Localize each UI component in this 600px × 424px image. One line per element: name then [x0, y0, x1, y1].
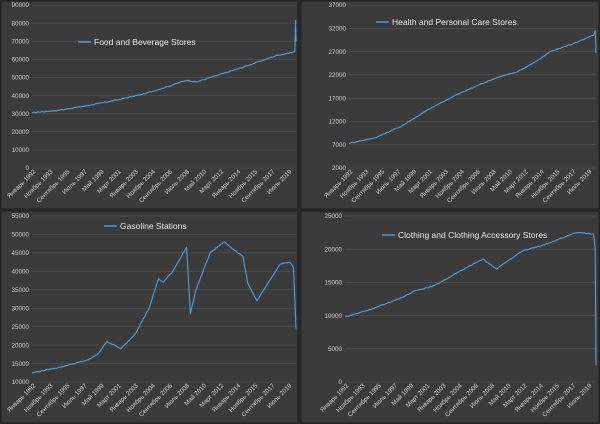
legend-label: Clothing and Clothing Accessory Stores	[398, 230, 547, 240]
y-tick-label: 40000	[11, 93, 29, 100]
y-tick-label: 10000	[11, 147, 29, 154]
y-tick-label: 90000	[11, 2, 29, 9]
y-tick-label: 20000	[11, 129, 29, 136]
legend: Food and Beverage Stores	[78, 37, 196, 47]
legend-label: Gasoline Stations	[120, 221, 187, 231]
chart-panel-3: 10000 15000 20000 25000 30000 35000 40000 45000…	[0, 210, 299, 424]
chart-area-background	[300, 0, 600, 210]
chart-panel-2: 20007000120001700022000270003200037000Ян…	[300, 0, 600, 210]
y-tick-label: 12000	[328, 119, 346, 126]
chart-area-background	[0, 0, 299, 210]
y-tick-label: 22000	[328, 72, 346, 79]
y-tick-label: 35000	[11, 287, 29, 294]
data-series-line	[344, 232, 597, 366]
y-tick-label: 2000	[332, 165, 347, 172]
y-tick-label: 20000	[11, 342, 29, 349]
legend-label: Health and Personal Care Stores	[392, 17, 517, 27]
y-tick-label: 60000	[11, 57, 29, 64]
y-tick-label: 50000	[11, 75, 29, 82]
legend: Health and Personal Care Stores	[376, 17, 517, 27]
y-tick-label: 10000	[324, 313, 342, 320]
y-tick-label: 32000	[328, 25, 346, 32]
y-tick-label: 0	[338, 379, 342, 386]
y-tick-label: 25000	[324, 213, 342, 220]
data-series-line	[348, 30, 597, 145]
data-series-line	[31, 19, 297, 114]
y-tick-label: 10000	[11, 379, 29, 386]
legend: Clothing and Clothing Accessory Stores	[382, 230, 547, 240]
chart-area-background	[300, 210, 600, 424]
legend: Gasoline Stations	[104, 221, 187, 231]
y-tick-label: 55000	[11, 213, 29, 220]
y-tick-label: 37000	[328, 2, 346, 9]
y-tick-label: 27000	[328, 49, 346, 56]
y-tick-label: 30000	[11, 111, 29, 118]
y-tick-label: 70000	[11, 38, 29, 45]
chart-panel-1: 0 10000 20000 30000 40000 50000 60000 70000 8000…	[0, 0, 299, 210]
y-tick-label: 5000	[328, 346, 343, 353]
y-tick-label: 80000	[11, 20, 29, 27]
y-tick-label: 15000	[11, 361, 29, 368]
data-series-line	[31, 241, 297, 374]
legend-label: Food and Beverage Stores	[94, 37, 196, 47]
y-tick-label: 40000	[11, 269, 29, 276]
y-tick-label: 7000	[332, 142, 347, 149]
y-tick-label: 45000	[11, 250, 29, 257]
chart-area-background	[0, 210, 299, 424]
y-tick-label: 17000	[328, 95, 346, 102]
y-tick-label: 15000	[324, 280, 342, 287]
y-tick-label: 20000	[324, 246, 342, 253]
y-tick-label: 50000	[11, 232, 29, 239]
y-tick-label: 30000	[11, 305, 29, 312]
y-tick-label: 0	[25, 165, 29, 172]
y-tick-label: 25000	[11, 324, 29, 331]
